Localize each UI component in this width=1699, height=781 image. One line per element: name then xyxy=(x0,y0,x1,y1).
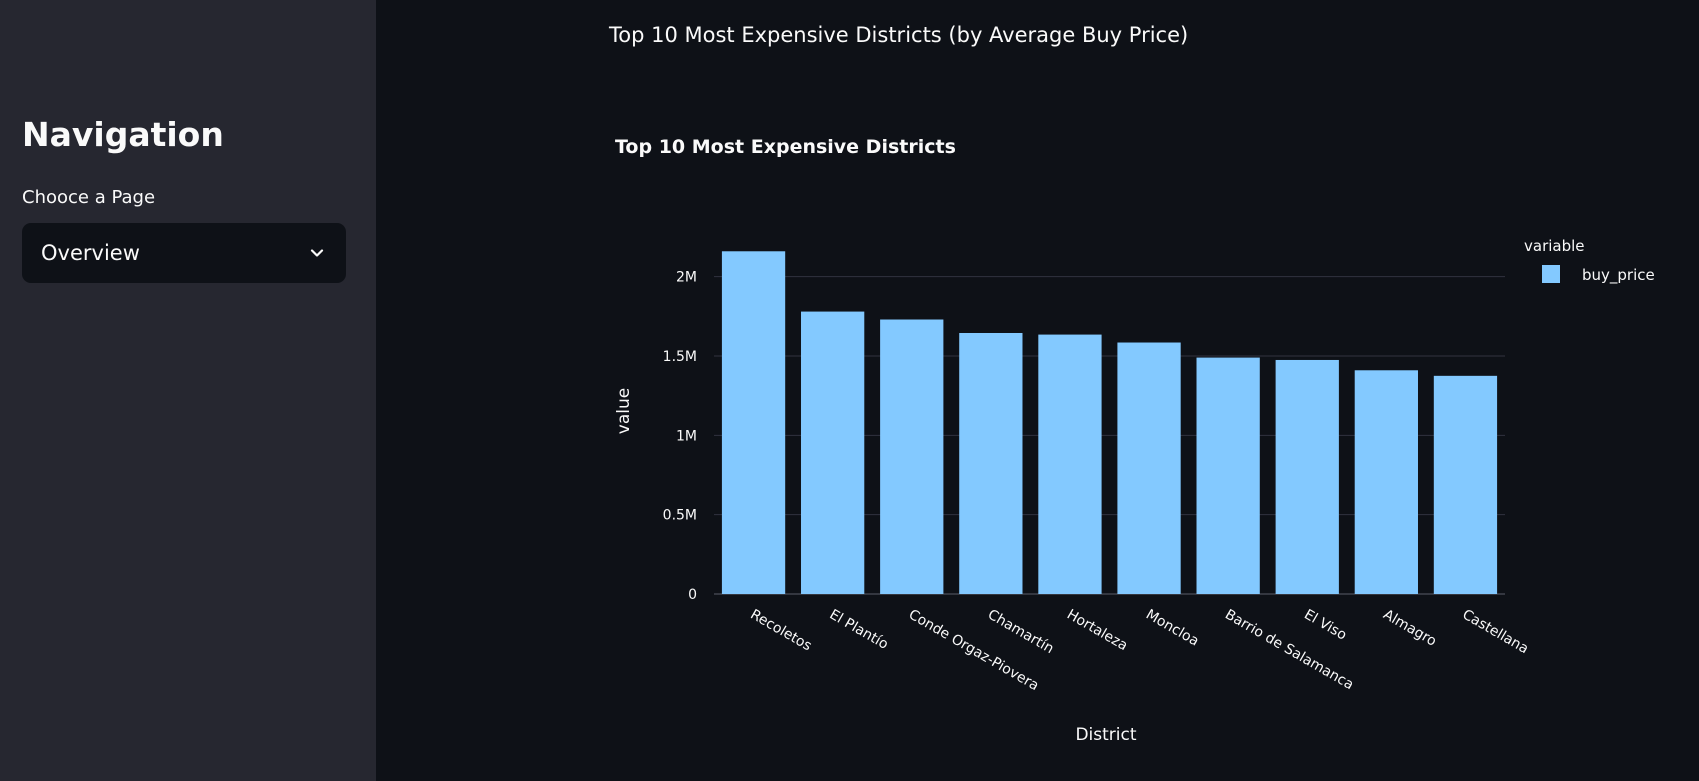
bar[interactable] xyxy=(801,311,865,594)
legend-item[interactable]: buy_price xyxy=(1542,265,1655,285)
x-tick-label: Barrio de Salamanca xyxy=(1222,607,1356,694)
x-axis-label: District xyxy=(1075,725,1136,745)
main-content: Top 10 Most Expensive Districts (by Aver… xyxy=(376,0,1699,781)
y-tick-label: 0.5M xyxy=(663,508,697,524)
page-select-label: Chooce a Page xyxy=(22,187,156,208)
legend-title: variable xyxy=(1524,237,1585,255)
bar[interactable] xyxy=(1196,357,1260,594)
bars xyxy=(721,251,1498,594)
bar[interactable] xyxy=(959,332,1023,594)
bar[interactable] xyxy=(1038,334,1102,594)
legend-swatch xyxy=(1542,265,1560,283)
y-tick-label: 2M xyxy=(676,270,697,286)
bar[interactable] xyxy=(721,251,786,594)
chevron-down-icon[interactable] xyxy=(308,244,326,262)
x-axis-ticks: Recoletos El Plantío Conde Orgaz-PioveraCh… xyxy=(748,607,1532,695)
x-tick-label: Conde Orgaz-Piovera xyxy=(906,607,1042,695)
y-tick-label: 0 xyxy=(688,587,697,603)
y-axis-ticks: 0 0.5M 1M 1.5M 2M xyxy=(663,270,697,603)
page-heading: Top 10 Most Expensive Districts (by Aver… xyxy=(609,23,1189,47)
page-select[interactable]: Overview xyxy=(22,223,346,283)
x-tick-label: Hortaleza xyxy=(1064,607,1130,655)
x-tick-label: Almagro xyxy=(1380,607,1439,650)
page-select-value: Overview xyxy=(41,241,140,265)
y-tick-label: 1M xyxy=(676,428,697,444)
x-tick-label: Moncloa xyxy=(1143,607,1201,650)
y-axis-label: value xyxy=(614,388,634,434)
sidebar: Navigation Chooce a Page Overview xyxy=(0,0,376,781)
x-tick-label: Recoletos xyxy=(748,607,815,655)
x-tick-label: Chamartín xyxy=(985,607,1057,658)
bar[interactable] xyxy=(1117,342,1181,594)
bar[interactable] xyxy=(1354,370,1418,594)
bar[interactable] xyxy=(1275,359,1339,594)
bar[interactable] xyxy=(1433,375,1498,594)
legend: variable buy_price xyxy=(1524,237,1655,285)
bar-chart: Top 10 Most Expensive Districts 0 0.5M 1M 1… xyxy=(614,136,1655,745)
chart-title: Top 10 Most Expensive Districts xyxy=(615,136,956,158)
x-tick-label: El Plantío xyxy=(827,607,891,653)
y-tick-label: 1.5M xyxy=(663,349,697,365)
bar[interactable] xyxy=(880,319,944,594)
x-tick-label: Castellana xyxy=(1459,607,1531,658)
sidebar-title: Navigation xyxy=(22,115,224,154)
x-tick-label: El Viso xyxy=(1301,607,1349,644)
legend-item-label: buy_price xyxy=(1582,266,1655,285)
